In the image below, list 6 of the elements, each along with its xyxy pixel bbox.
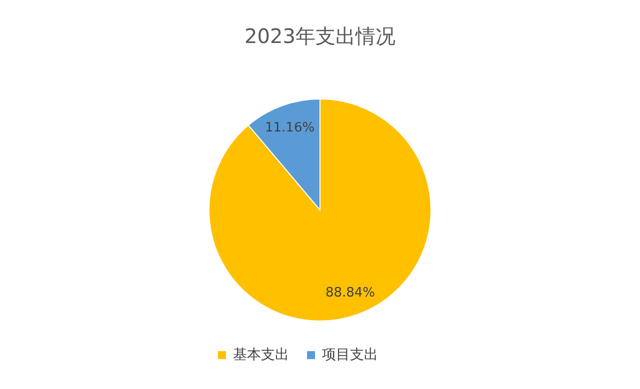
legend-label: 项目支出 [322, 347, 378, 364]
data-label: 11.16% [264, 120, 315, 136]
legend-label: 基本支出 [233, 347, 289, 364]
chart-title: 2023年支出情况 [244, 24, 396, 48]
pie-slice [208, 98, 432, 322]
data-label: 88.84% [325, 286, 376, 301]
